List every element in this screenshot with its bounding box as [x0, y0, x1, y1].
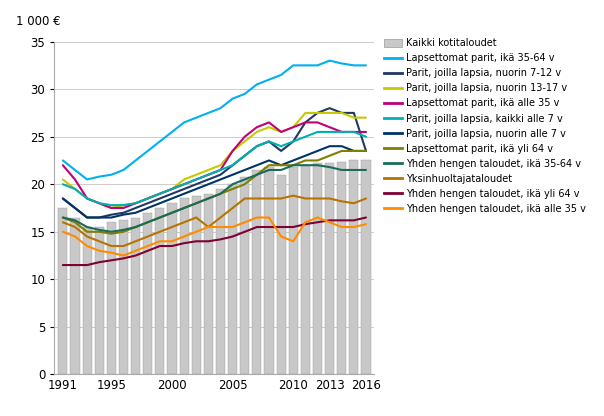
Bar — [131, 218, 140, 374]
Text: 1 000 €: 1 000 € — [16, 15, 60, 28]
Legend: Kaikki kotitaloudet, Lapsettomat parit, ikä 35-64 v, Parit, joilla lapsia, nuori: Kaikki kotitaloudet, Lapsettomat parit, … — [384, 38, 586, 214]
Bar — [107, 222, 116, 374]
Bar — [191, 196, 201, 374]
Bar — [325, 163, 334, 374]
Bar — [83, 227, 92, 374]
Bar — [179, 198, 188, 374]
Bar — [349, 161, 358, 374]
Bar — [143, 213, 152, 374]
Bar — [204, 194, 213, 374]
Bar — [265, 167, 274, 374]
Bar — [119, 220, 128, 374]
Bar — [252, 170, 262, 374]
Bar — [361, 161, 370, 374]
Bar — [155, 208, 164, 374]
Bar — [216, 189, 225, 374]
Bar — [95, 227, 104, 374]
Bar — [228, 184, 237, 374]
Bar — [337, 162, 346, 374]
Bar — [240, 177, 249, 374]
Bar — [289, 167, 298, 374]
Bar — [71, 218, 80, 374]
Bar — [59, 208, 68, 374]
Bar — [313, 163, 322, 374]
Bar — [301, 165, 310, 374]
Bar — [167, 203, 176, 374]
Bar — [277, 175, 286, 374]
